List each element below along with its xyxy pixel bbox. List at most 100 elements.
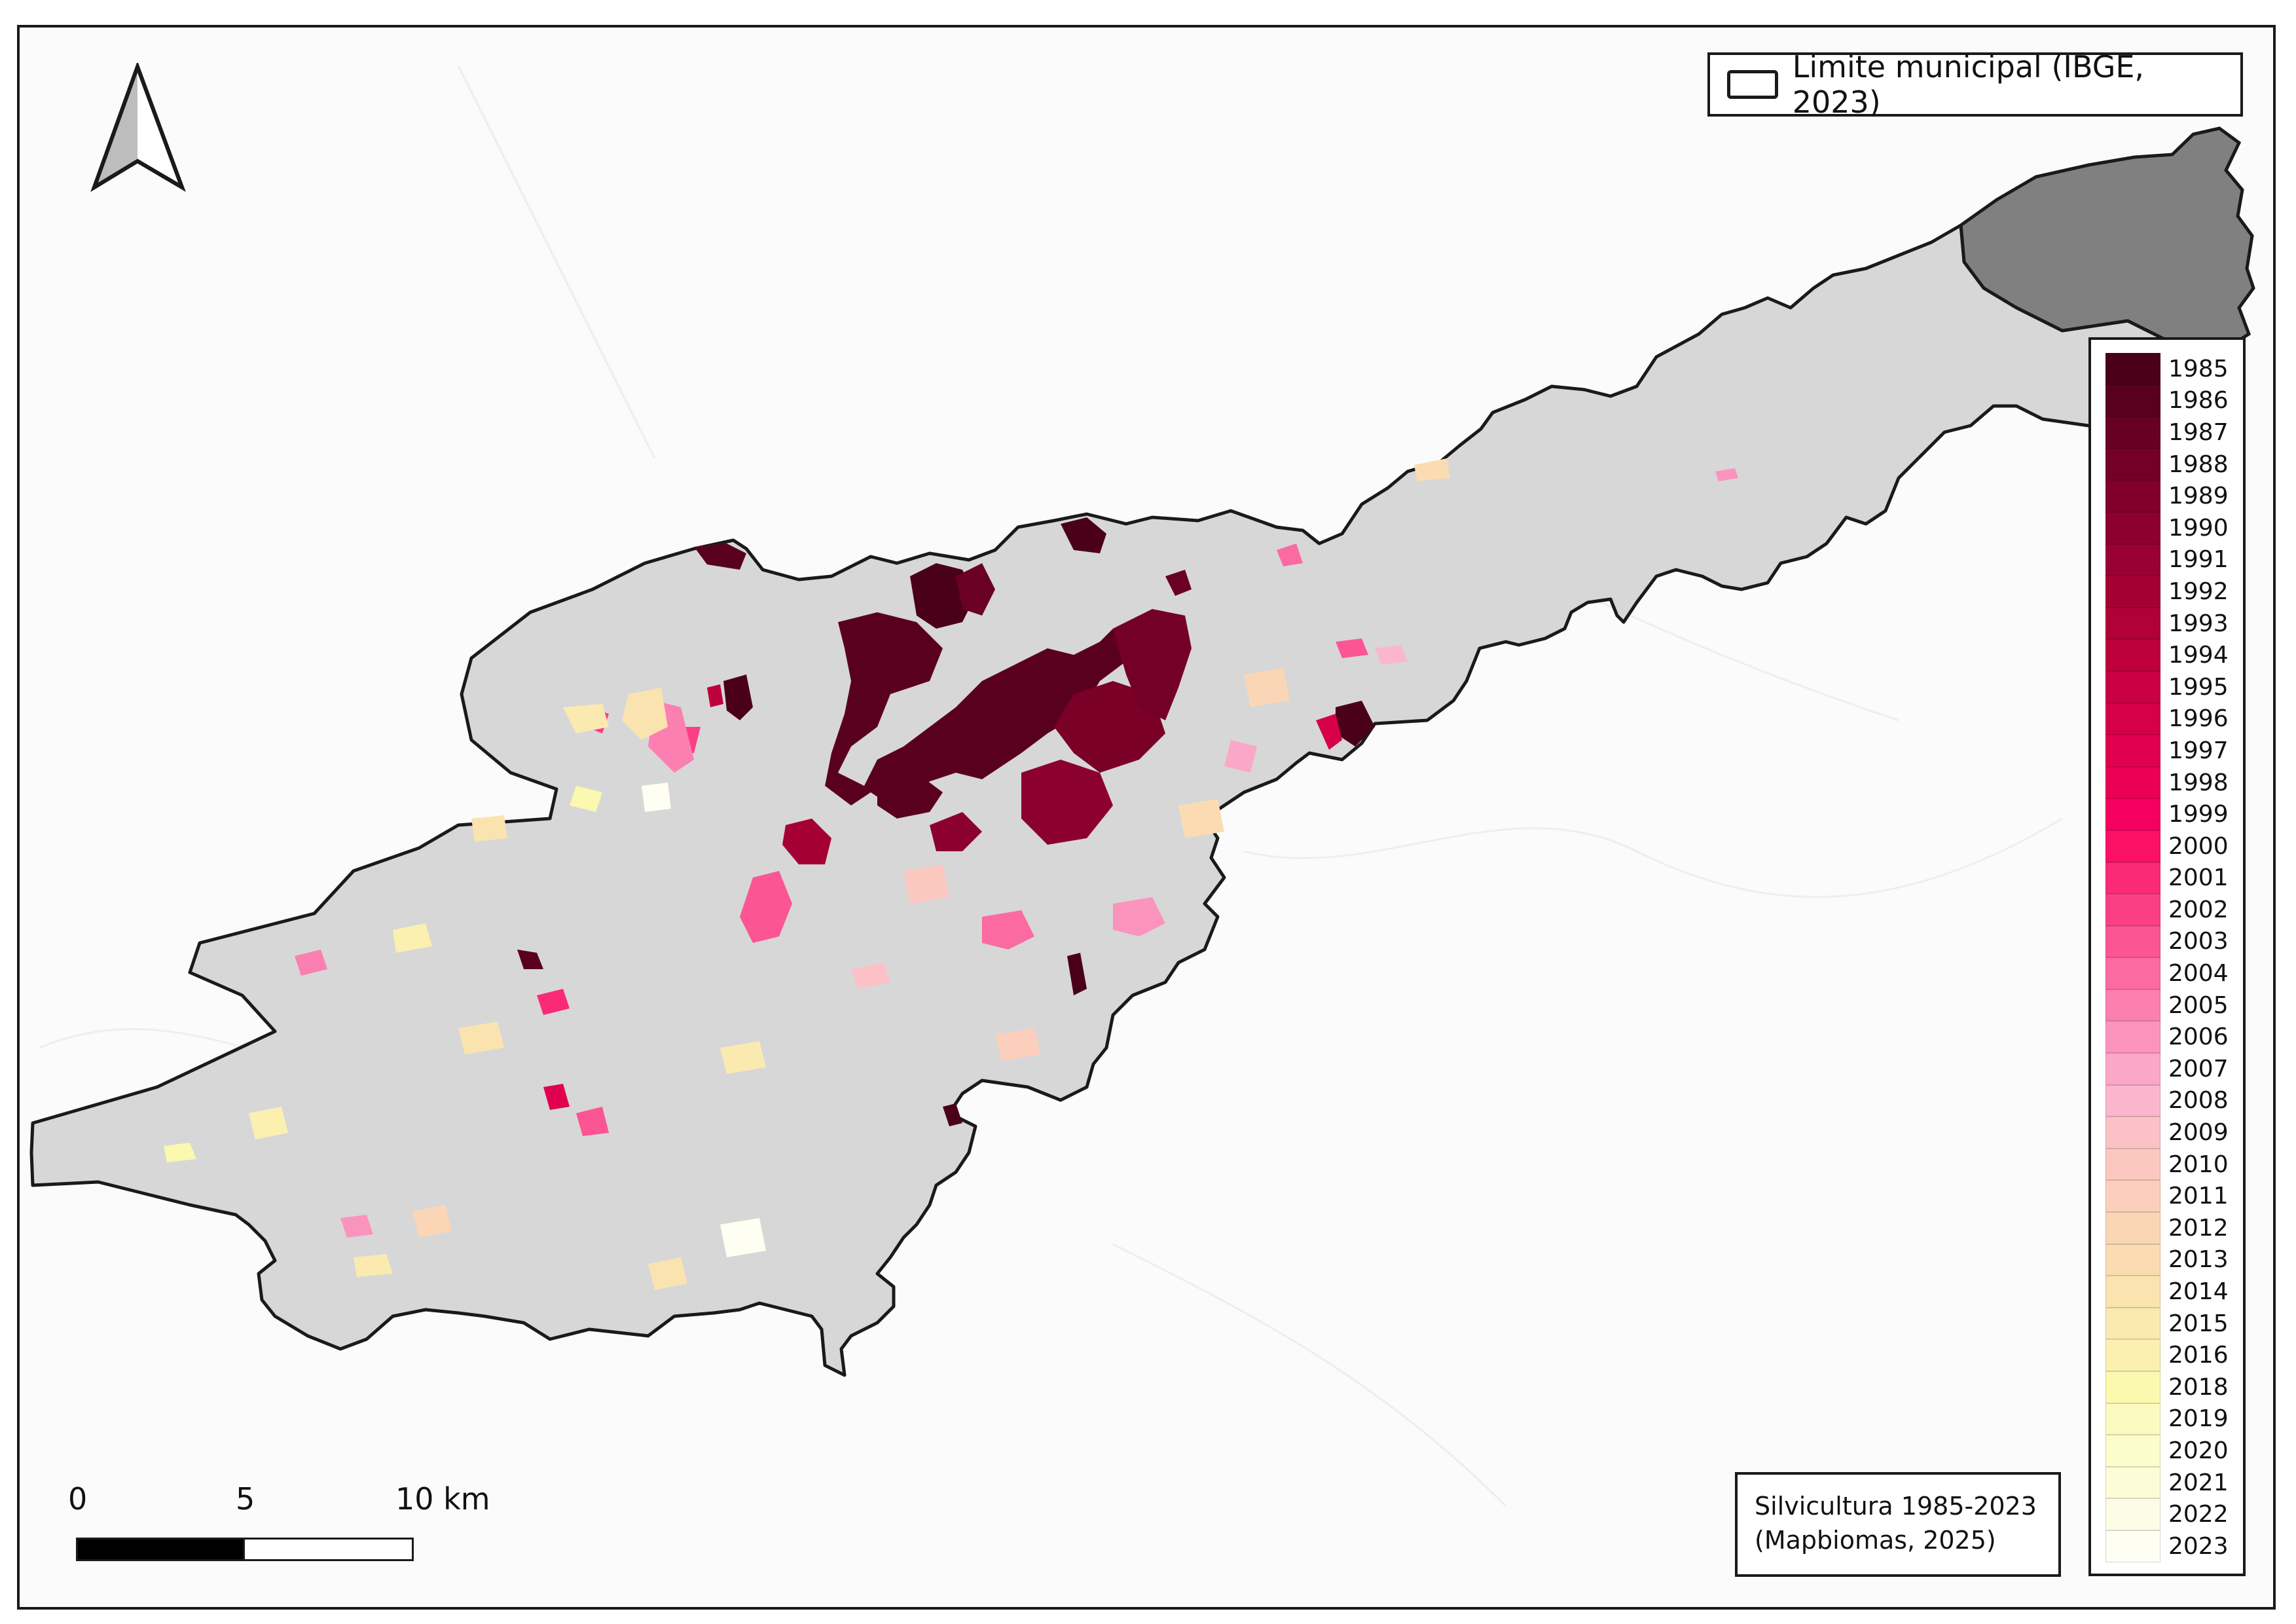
year-legend-item: 1993	[2105, 607, 2243, 640]
year-label: 1999	[2168, 801, 2229, 828]
year-swatch	[2105, 1530, 2160, 1562]
year-label: 1997	[2168, 737, 2229, 764]
year-swatch	[2105, 1435, 2160, 1467]
year-legend: 1985 1986 1987 1988 1989 1990 1991 1992 1993 1994…	[2088, 337, 2246, 1576]
year-label: 2003	[2168, 928, 2229, 955]
year-swatch	[2105, 1466, 2160, 1499]
year-label: 1988	[2168, 451, 2229, 478]
year-legend-item: 1998	[2105, 766, 2243, 799]
boundary-legend: Limite municipal (IBGE, 2023)	[1707, 49, 2243, 120]
year-label: 1993	[2168, 610, 2229, 637]
year-label: 1998	[2168, 769, 2229, 796]
year-legend-item: 1992	[2105, 576, 2243, 608]
year-swatch	[2105, 735, 2160, 767]
year-label: 2009	[2168, 1119, 2229, 1147]
year-swatch	[2105, 1053, 2160, 1085]
scale-label-5: 5	[236, 1481, 255, 1517]
year-swatch	[2105, 1021, 2160, 1054]
year-legend-item: 2011	[2105, 1180, 2243, 1213]
year-swatch	[2105, 925, 2160, 958]
year-swatch	[2105, 1371, 2160, 1403]
year-legend-item: 1996	[2105, 703, 2243, 735]
year-label: 2006	[2168, 1024, 2229, 1051]
year-legend-item: 2003	[2105, 925, 2243, 958]
year-label: 2020	[2168, 1437, 2229, 1464]
scale-label-0: 0	[68, 1481, 88, 1517]
year-legend-item: 2022	[2105, 1498, 2243, 1530]
year-legend-item: 1986	[2105, 384, 2243, 417]
year-legend-item: 2009	[2105, 1116, 2243, 1149]
year-swatch	[2105, 957, 2160, 989]
year-legend-item: 2014	[2105, 1276, 2243, 1308]
year-legend-item: 2012	[2105, 1212, 2243, 1244]
year-legend-item: 2018	[2105, 1371, 2243, 1403]
scale-segment-black	[76, 1538, 245, 1561]
year-label: 1986	[2168, 387, 2229, 415]
year-label: 2001	[2168, 864, 2229, 892]
year-legend-item: 2001	[2105, 862, 2243, 895]
year-label: 2007	[2168, 1055, 2229, 1082]
year-label: 1994	[2168, 642, 2229, 669]
source-line-2: (Mapbiomas, 2025)	[1755, 1526, 1996, 1555]
year-legend-item: 1997	[2105, 735, 2243, 767]
year-legend-item: 2020	[2105, 1435, 2243, 1467]
year-label: 2000	[2168, 832, 2229, 860]
year-legend-item: 1994	[2105, 639, 2243, 671]
year-label: 2021	[2168, 1469, 2229, 1496]
year-label: 1996	[2168, 705, 2229, 733]
year-label: 2014	[2168, 1278, 2229, 1306]
year-legend-item: 1987	[2105, 416, 2243, 449]
year-legend-item: 1985	[2105, 353, 2243, 385]
year-legend-item: 1991	[2105, 544, 2243, 576]
year-swatch	[2105, 416, 2160, 449]
year-swatch	[2105, 353, 2160, 385]
year-label: 2002	[2168, 896, 2229, 923]
source-box: Silvicultura 1985-2023 (Mapbiomas, 2025)	[1735, 1472, 2061, 1577]
year-label: 2004	[2168, 960, 2229, 987]
year-legend-item: 2013	[2105, 1244, 2243, 1276]
year-swatch	[2105, 766, 2160, 799]
year-swatch	[2105, 1339, 2160, 1371]
year-legend-item: 2015	[2105, 1307, 2243, 1340]
year-label: 2010	[2168, 1151, 2229, 1178]
year-legend-item: 2007	[2105, 1053, 2243, 1085]
year-legend-item: 1995	[2105, 671, 2243, 703]
year-label: 1990	[2168, 514, 2229, 542]
year-label: 2012	[2168, 1214, 2229, 1242]
source-line-1: Silvicultura 1985-2023	[1755, 1492, 2037, 1521]
year-swatch	[2105, 1498, 2160, 1530]
year-swatch	[2105, 1180, 2160, 1213]
year-label: 2023	[2168, 1532, 2229, 1560]
year-legend-item: 1989	[2105, 480, 2243, 512]
year-swatch	[2105, 1116, 2160, 1149]
year-swatch	[2105, 671, 2160, 703]
year-swatch	[2105, 576, 2160, 608]
year-legend-item: 1988	[2105, 448, 2243, 481]
year-swatch	[2105, 639, 2160, 671]
year-swatch	[2105, 703, 2160, 735]
year-swatch	[2105, 862, 2160, 895]
year-legend-item: 2019	[2105, 1403, 2243, 1435]
year-label: 2018	[2168, 1373, 2229, 1401]
municipality-boundary[interactable]	[29, 223, 2236, 1377]
year-swatch	[2105, 989, 2160, 1022]
year-swatch	[2105, 1244, 2160, 1276]
year-label: 2016	[2168, 1342, 2229, 1369]
year-label: 2019	[2168, 1405, 2229, 1433]
year-label: 2022	[2168, 1501, 2229, 1528]
year-swatch	[2105, 1403, 2160, 1435]
year-swatch	[2105, 544, 2160, 576]
year-legend-item: 2005	[2105, 989, 2243, 1022]
year-label: 1992	[2168, 578, 2229, 605]
year-label: 2015	[2168, 1310, 2229, 1337]
north-arrow-icon	[90, 63, 186, 192]
boundary-legend-label: Limite municipal (IBGE, 2023)	[1792, 49, 2145, 120]
year-label: 2008	[2168, 1087, 2229, 1115]
year-legend-item: 2008	[2105, 1084, 2243, 1117]
year-legend-item: 2004	[2105, 957, 2243, 989]
year-label: 1991	[2168, 546, 2229, 574]
year-swatch	[2105, 894, 2160, 926]
year-swatch	[2105, 1212, 2160, 1244]
year-legend-item: 2000	[2105, 830, 2243, 862]
